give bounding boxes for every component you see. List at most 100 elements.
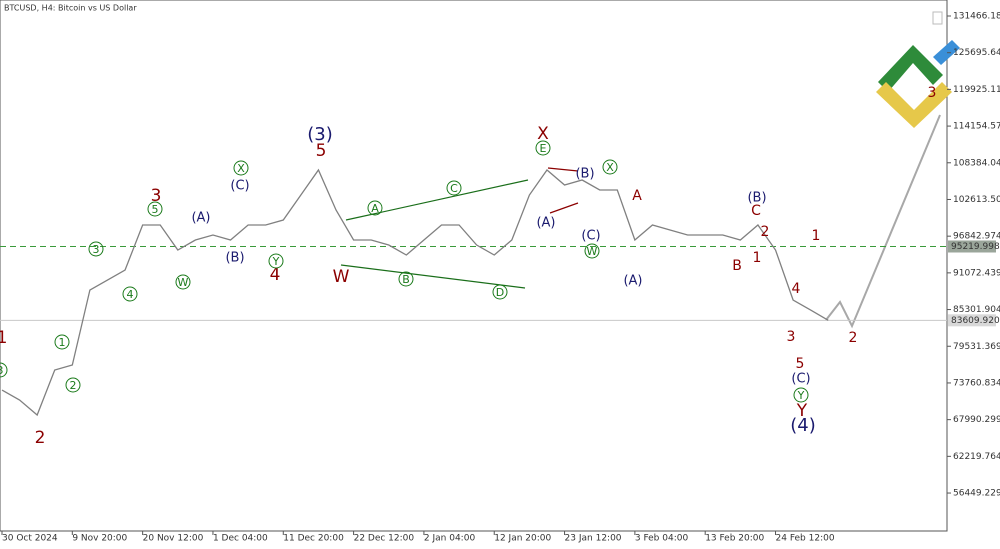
logo bbox=[876, 40, 960, 128]
wave-label: 4 bbox=[792, 281, 801, 297]
x-tick-label: 3 Feb 04:00 bbox=[635, 534, 689, 544]
wave-label: 1 bbox=[0, 328, 7, 348]
logo-blue bbox=[933, 40, 960, 65]
plot-frame bbox=[0, 0, 948, 532]
x-tick-label: 1 Dec 04:00 bbox=[213, 534, 268, 544]
wave-label: 2 bbox=[761, 224, 770, 240]
y-tick-label: 114154.579 bbox=[953, 122, 1000, 132]
wave-label: 4 bbox=[127, 288, 134, 301]
wave-label: (A) bbox=[191, 211, 210, 226]
y-tick-label: 85301.904 bbox=[953, 305, 1000, 315]
wave-circle bbox=[492, 284, 508, 300]
trend-line bbox=[549, 202, 579, 214]
wave-label: (A) bbox=[536, 216, 555, 231]
x-tick-label: 23 Jan 12:00 bbox=[565, 534, 622, 544]
wave-label: X bbox=[537, 124, 549, 144]
wave-label: 1 bbox=[812, 228, 821, 244]
wave-circle bbox=[88, 241, 104, 257]
wave-circle bbox=[793, 387, 809, 403]
wave-label: (B) bbox=[225, 251, 244, 266]
x-tick-label: 24 Feb 12:00 bbox=[776, 534, 835, 544]
wave-label: X bbox=[237, 162, 245, 175]
y-tick-label: 62219.764 bbox=[953, 452, 1000, 462]
wave-label: B bbox=[402, 273, 410, 286]
wave-circle bbox=[535, 140, 551, 156]
trend-line bbox=[547, 167, 579, 172]
wave-label: W bbox=[587, 245, 598, 258]
wave-label: A bbox=[632, 188, 642, 204]
wave-circle bbox=[233, 160, 249, 176]
projection bbox=[825, 114, 941, 329]
wave-label: 3 bbox=[928, 85, 937, 101]
wave-label: 3 bbox=[93, 243, 100, 256]
wave-circle bbox=[446, 180, 462, 196]
price-box bbox=[948, 314, 996, 327]
wave-label: B bbox=[732, 258, 742, 274]
chart-title: BTCUSD, H4: Bitcoin vs US Dollar bbox=[4, 4, 137, 13]
wave-label: 5 bbox=[796, 356, 805, 372]
wave-label: C bbox=[450, 182, 458, 195]
wave-label: (C) bbox=[791, 372, 810, 387]
wave-label: (B) bbox=[575, 167, 594, 182]
wave-circle bbox=[584, 243, 600, 259]
wave-label: D bbox=[496, 286, 504, 299]
y-tick-label: 102613.509 bbox=[953, 195, 1000, 205]
wave-label: (4) bbox=[790, 415, 816, 436]
logo-green bbox=[878, 45, 943, 92]
y-tick-label: 73760.834 bbox=[953, 378, 1000, 388]
y-tick-label: 56449.229 bbox=[953, 489, 1000, 499]
wave-label: 5 bbox=[152, 203, 159, 216]
y-tick-label: 79531.369 bbox=[953, 342, 1000, 352]
wave-label: 2 bbox=[70, 379, 77, 392]
wave-circle bbox=[147, 201, 163, 217]
wave-label: Y bbox=[796, 401, 808, 421]
wave-circle bbox=[54, 334, 70, 350]
wave-circle bbox=[367, 200, 383, 216]
wave-label: (C) bbox=[230, 179, 249, 194]
wave-label: 2 bbox=[849, 330, 858, 346]
wave-label: 1 bbox=[59, 336, 66, 349]
logo-yellow bbox=[876, 82, 952, 128]
wave-circle bbox=[0, 362, 8, 378]
wave-label: W bbox=[178, 276, 189, 289]
wave-circle bbox=[122, 286, 138, 302]
wave-circle bbox=[65, 377, 81, 393]
wave-label: (A) bbox=[623, 274, 642, 289]
wave-label: 1 bbox=[753, 250, 762, 266]
y-tick-label: 67990.299 bbox=[953, 415, 1000, 425]
wave-circle bbox=[398, 271, 414, 287]
wave-label: A bbox=[371, 202, 379, 215]
x-tick-label: 2 Jan 04:00 bbox=[424, 534, 476, 544]
wave-circle bbox=[602, 159, 618, 175]
wave-label: 3 bbox=[151, 186, 162, 206]
y-tick-label: 131466.184 bbox=[953, 11, 1000, 21]
price-box bbox=[948, 240, 996, 253]
wave-circle bbox=[175, 274, 191, 290]
price-line bbox=[1, 168, 829, 417]
wave-label: 5 bbox=[316, 141, 327, 161]
wave-label: 3 bbox=[0, 364, 4, 377]
trend-line bbox=[340, 264, 526, 289]
y-tick-label: 108384.044 bbox=[953, 158, 1000, 168]
wave-circle bbox=[268, 253, 284, 269]
wave-label: W bbox=[333, 267, 350, 287]
trend-lines bbox=[340, 167, 579, 289]
wave-label: Y bbox=[797, 389, 805, 402]
price-label: 95219.998 bbox=[951, 242, 1000, 252]
wave-label: 2 bbox=[35, 428, 46, 448]
wave-label: (B) bbox=[747, 191, 766, 206]
y-tick-label: 125695.649 bbox=[953, 48, 1000, 58]
wave-label: X bbox=[606, 161, 614, 174]
scroll-icon bbox=[932, 11, 943, 25]
x-tick-label: 13 Feb 20:00 bbox=[705, 534, 764, 544]
wave-label: C bbox=[751, 203, 761, 219]
x-tick-label: 12 Jan 20:00 bbox=[494, 534, 551, 544]
x-tick-label: 30 Oct 2024 bbox=[2, 534, 58, 544]
wave-label: (C) bbox=[581, 229, 600, 244]
trend-line bbox=[345, 179, 529, 221]
price-label: 83609.920 bbox=[951, 316, 1000, 326]
wave-label: 4 bbox=[270, 265, 281, 285]
x-tick-label: 22 Dec 12:00 bbox=[354, 534, 415, 544]
wave-label: Y bbox=[272, 255, 280, 268]
